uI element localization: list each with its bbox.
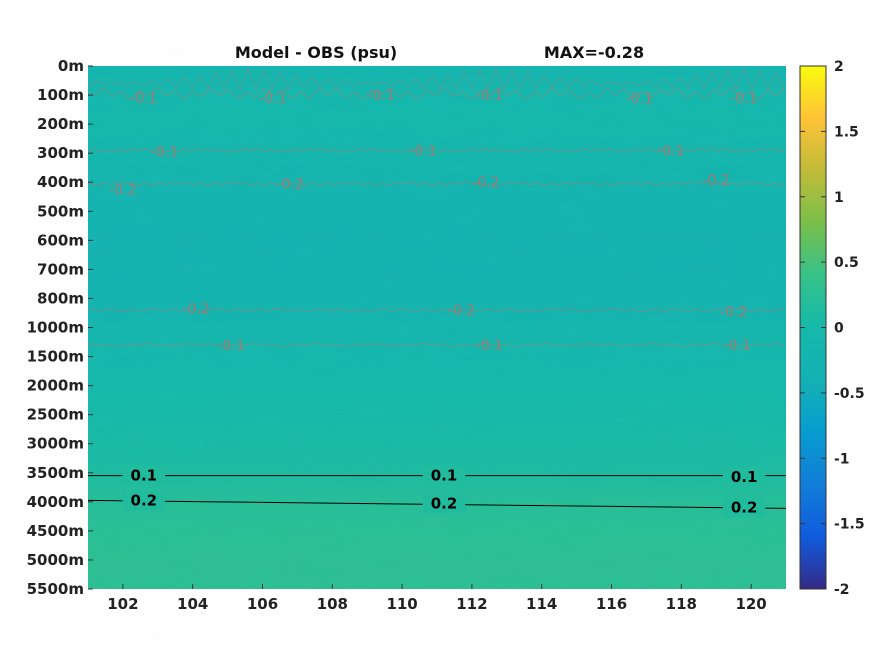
contour-label: -0.1 [657,143,684,159]
chart-max-label: MAX=-0.28 [544,43,644,62]
contour-label: -0.1 [723,338,750,354]
contour-line-negative [87,308,785,313]
y-tick-label: 5000m [27,551,84,569]
contour-label: -0.1 [730,91,757,107]
x-tick-label: 108 [317,595,348,613]
contour-label-gap [422,493,466,514]
x-tick-label: 118 [666,595,697,613]
y-tick-label: 4500m [27,522,84,540]
y-tick-label: 2500m [27,406,84,424]
y-tick-label: 4000m [27,493,84,511]
y-axis-ticks: 0m 100m 200m 300m 400m 500m 600m 700m 800m 1000m 1… [27,57,93,598]
x-tick-label: 114 [526,595,557,613]
contour-label: -0.2 [472,175,499,191]
x-tick-label: 116 [596,595,627,613]
contour-label: -0.1 [476,88,503,104]
chart-title: Model - OBS (psu) [235,43,397,62]
contour-label-gap [722,497,766,518]
contour-line-negative [87,147,785,154]
plot-area: -0.1 -0.1 -0.1 -0.1 -0.1 -0.1 -0.1 -0.1 -0.1 -0.2… [87,66,787,589]
y-tick-label: 600m [37,231,84,249]
contour-label: -0.1 [626,91,653,107]
contour-label: -0.1 [409,143,436,159]
contour-label: 0.1 [431,467,458,485]
y-tick-label: 1000m [27,319,84,337]
contour-label: 0.2 [131,491,158,509]
contour-label-gap [122,490,166,511]
colorbar-tick-label: 0.5 [834,255,859,271]
x-axis-ticks: 102 104 106 108 110 112 114 116 118 120 [107,584,767,613]
x-tick-label: 106 [247,595,278,613]
y-tick-label: 3500m [27,464,84,482]
contour-labels: -0.1 -0.1 -0.1 -0.1 -0.1 -0.1 -0.1 -0.1 -0.1 -0.2… [109,88,766,518]
colorbar-tick-label: 2 [834,59,844,75]
contour-label: -0.1 [217,338,244,354]
contour-label: 0.1 [131,467,158,485]
y-tick-label: 500m [37,202,84,220]
contour-label: 0.2 [731,499,758,517]
contour-line-negative [87,342,785,347]
contour-label: 0.1 [731,468,758,486]
contour-line-negative [87,181,785,187]
contour-line-negative [87,87,785,100]
y-tick-label: 400m [37,173,84,191]
contour-label: 0.2 [431,494,458,512]
colorbar-tick-label: -1 [834,451,850,467]
contour-label: -0.2 [183,302,210,318]
x-tick-label: 112 [456,595,487,613]
y-tick-label: 300m [37,144,84,162]
y-tick-label: 2000m [27,377,84,395]
x-tick-label: 102 [107,595,138,613]
colorbar-ticks: 2 1.5 1 0.5 0 -0.5 -1 -1.5 -2 [800,59,865,598]
contour-label: -0.1 [259,91,286,107]
y-tick-label: 3000m [27,435,84,453]
x-tick-label: 110 [386,595,417,613]
contour-label: -0.1 [130,91,157,107]
y-tick-label: 100m [37,86,84,104]
y-tick-label: 0m [58,57,84,75]
contour-line-surface [87,67,785,91]
contour-label: -0.2 [277,177,304,193]
colorbar-tick-label: -2 [834,582,850,598]
contour-label: -0.1 [367,88,394,104]
y-tick-label: 1500m [27,348,84,366]
y-tick-label: 700m [37,260,84,278]
colorbar-tick-label: 0 [834,321,844,337]
contour-label-gap [122,465,166,486]
colorbar-tick-label: -1.5 [834,517,865,533]
contour-label: -0.1 [476,338,503,354]
colorbar-tick-label: 1.5 [834,124,859,140]
colorbar-tick-label: 1 [834,190,844,206]
y-tick-label: 200m [37,115,84,133]
colorbar-tick-label: -0.5 [834,386,865,402]
contour-label-gap [722,467,766,488]
contour-label: -0.2 [448,303,475,319]
contour-label: -0.1 [151,145,178,161]
contour-label: -0.2 [109,182,136,198]
y-tick-label: 5500m [27,580,84,598]
colorbar: 2 1.5 1 0.5 0 -0.5 -1 -1.5 -2 [799,59,865,598]
x-tick-label: 104 [177,595,208,613]
x-tick-label: 120 [735,595,766,613]
contour-label: -0.2 [720,305,747,321]
contour-label-gap [422,465,466,486]
y-tick-label: 800m [37,289,84,307]
contour-label: -0.2 [703,172,730,188]
